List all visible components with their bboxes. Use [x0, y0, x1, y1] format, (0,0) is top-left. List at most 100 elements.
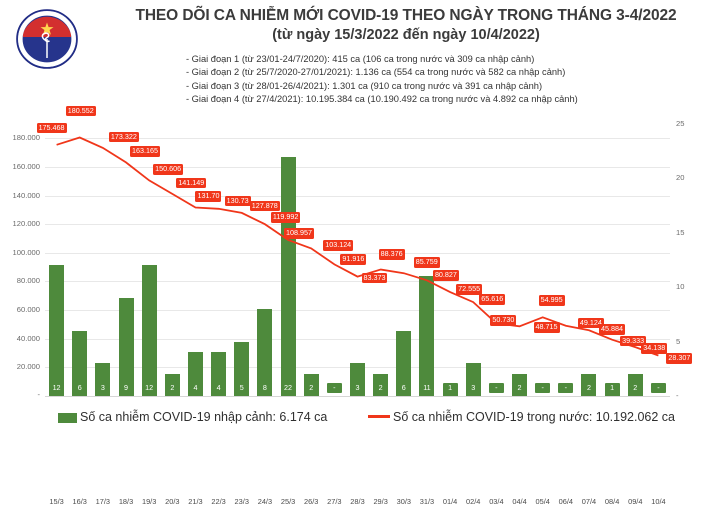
y-axis-left-tick: 160.000 [12, 161, 40, 171]
gridline [45, 166, 670, 168]
line-value-label: 48.715 [533, 322, 560, 333]
line-value-label: 180.552 [65, 105, 96, 117]
x-axis-tick-label: 22/3 [211, 497, 226, 506]
line-value-label: 173.322 [108, 131, 139, 143]
line-value-label: 141.149 [176, 177, 207, 189]
bar-value-label: 5 [234, 383, 250, 393]
x-axis-tick-label: 24/3 [257, 497, 273, 506]
line-value-label: 54.995 [538, 295, 565, 306]
bar-value-label: - [326, 383, 342, 393]
bar [72, 330, 88, 396]
bar-value-label: 3 [350, 383, 365, 393]
x-axis-tick-label: 02/4 [466, 497, 481, 506]
bar-value-label: 9 [118, 383, 134, 393]
line-value-label: 49.124 [577, 317, 604, 329]
bar-value-label: 12 [49, 383, 65, 393]
x-axis-tick-label: 23/3 [234, 497, 249, 506]
x-axis-date-labels: 15/3 16/3 17/3 18/3 19/3 20/3 21/3 22/3 23/3 24/3… [45, 497, 670, 511]
phase-line-3: - Giai đoạn 3 (từ 28/01-26/4/2021): 1.30… [186, 80, 543, 91]
bar [234, 341, 250, 396]
legend-item-domestic: Số ca nhiễm COVID-19 trong nước: 10.192.… [368, 410, 675, 424]
bar-value-label: 2 [373, 383, 389, 393]
x-axis-tick-label: 29/3 [373, 497, 388, 506]
line-value-label: 85.759 [413, 257, 440, 268]
line-value-label: 119.992 [270, 212, 301, 223]
y-axis-right-tick: 5 [676, 336, 681, 346]
x-axis-tick-label: 05/4 [535, 497, 550, 506]
line-value-label: 150.606 [153, 164, 184, 175]
bar-value-label: - [558, 383, 574, 393]
bar-value-label: 1 [442, 383, 458, 393]
chart-title: THEO DÕI CA NHIỄM MỚI COVID-19 THEO NGÀY… [135, 7, 677, 24]
y-axis-left-tick: 80.000 [16, 276, 40, 286]
y-axis-left-tick: 140.000 [12, 190, 40, 200]
y-axis-right-tick: 20 [676, 173, 685, 183]
phase-line-2: - Giai đoạn 2 (từ 25/7/2020-27/01/2021):… [186, 67, 566, 78]
x-axis-tick-label: 21/3 [188, 497, 203, 506]
y-axis-right-tick: 10 [676, 282, 685, 292]
y-axis-left-tick: 100.000 [12, 247, 40, 257]
line-value-label: 72.555 [456, 284, 483, 295]
bar-value-label: 6 [72, 383, 88, 393]
bar-value-label: 3 [465, 383, 481, 393]
line-value-label: 50.730 [490, 315, 517, 326]
legend-item-import: Số ca nhiễm COVID-19 nhập cảnh: 6.174 ca [58, 410, 327, 424]
gridline [45, 138, 670, 140]
line-value-label: 130.73 [224, 195, 251, 207]
line-value-label: 175.468 [36, 122, 67, 134]
y-axis-right-tick: 25 [676, 119, 685, 128]
x-axis-tick-label: 31/3 [419, 497, 435, 506]
y-axis-left-tick: 60.000 [16, 305, 40, 315]
gridline [45, 252, 670, 254]
domestic-cases-line [56, 136, 659, 357]
bar [257, 308, 273, 396]
bar [118, 298, 134, 396]
chart-legend: Số ca nhiễm COVID-19 nhập cảnh: 6.174 ca… [0, 408, 720, 432]
y-axis-right-tick: - [676, 391, 679, 400]
bar-value-label: 3 [95, 383, 111, 393]
bar-value-label: 11 [419, 383, 435, 393]
gridline [45, 310, 670, 312]
x-axis-tick-label: 28/3 [350, 497, 365, 506]
legend-bar-swatch-icon [58, 412, 77, 423]
x-axis-tick-label: 18/3 [118, 497, 134, 506]
line-value-label: 88.376 [378, 249, 405, 260]
x-axis-tick-label: 09/4 [628, 497, 643, 506]
x-axis-tick-label: 06/4 [558, 497, 574, 506]
bar-value-label: 2 [303, 383, 319, 393]
bar-value-label: 4 [187, 383, 203, 393]
x-axis-tick-label: 30/3 [396, 497, 411, 506]
line-value-label: 83.373 [361, 272, 388, 284]
bar [141, 265, 157, 396]
x-axis-tick-label: 19/3 [141, 497, 157, 506]
gridline [45, 195, 670, 197]
legend-line-swatch-icon [368, 415, 390, 419]
line-value-label: 65.616 [479, 294, 506, 305]
bar-value-label: 2 [164, 383, 180, 393]
legend-line-label: Số ca nhiễm COVID-19 trong nước: 10.192.… [393, 410, 675, 424]
x-axis-tick-label: 20/3 [165, 497, 180, 506]
bar-value-label: - [650, 383, 666, 393]
bar-value-label: 1 [604, 383, 620, 393]
x-axis-tick-label: 27/3 [327, 497, 342, 506]
bar-value-label: 22 [280, 383, 296, 393]
line-value-label: 127.878 [249, 200, 280, 212]
y-axis-left-tick: 180.000 [12, 133, 40, 143]
line-value-label: 131.70 [195, 191, 222, 202]
x-axis-baseline [45, 396, 670, 397]
bar [49, 265, 65, 396]
x-axis-tick-label: 07/4 [581, 497, 597, 506]
title-block: THEO DÕI CA NHIỄM MỚI COVID-19 THEO NGÀY… [96, 6, 716, 45]
y-axis-left-tick: 120.000 [12, 219, 40, 229]
x-axis-tick-label: 15/3 [49, 497, 64, 506]
bar [419, 276, 435, 396]
bar-value-label: 2 [512, 383, 528, 393]
chart-subtitle: (từ ngày 15/3/2022 đến ngày 10/4/2022) [272, 27, 540, 43]
x-axis-tick-label: 26/3 [304, 497, 319, 506]
x-axis-tick-label: 25/3 [280, 497, 296, 506]
bar [396, 330, 412, 396]
line-value-label: 39.333 [620, 335, 647, 347]
y-axis-left-tick: 20.000 [16, 362, 40, 372]
bar-value-label: - [488, 383, 504, 393]
x-axis-tick-label: 16/3 [72, 497, 87, 506]
